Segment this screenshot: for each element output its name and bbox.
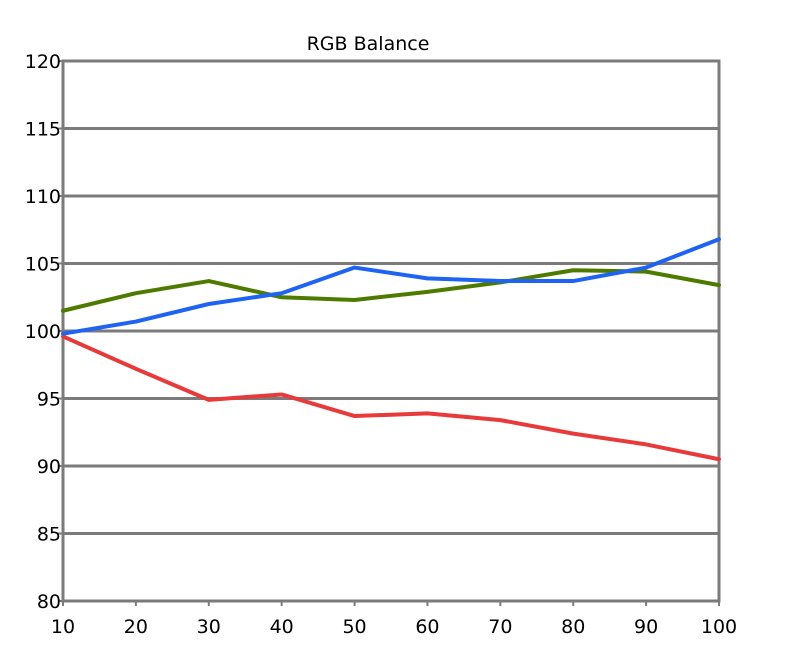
series-line-1 bbox=[61, 334, 721, 462]
x-tick-label: 60 bbox=[415, 616, 439, 638]
chart-title: RGB Balance bbox=[307, 33, 430, 55]
y-tick-label: 120 bbox=[25, 51, 61, 73]
y-tick-label: 115 bbox=[25, 119, 61, 141]
series-line-2 bbox=[61, 268, 721, 313]
x-tick-label: 80 bbox=[561, 616, 585, 638]
y-tick-label: 100 bbox=[25, 321, 61, 343]
x-tick-label: 90 bbox=[634, 616, 658, 638]
y-tick-label: 85 bbox=[37, 524, 61, 546]
series-line-3 bbox=[61, 237, 721, 336]
series-layer bbox=[61, 237, 721, 462]
x-tick-label: 20 bbox=[124, 616, 148, 638]
y-tick-label: 90 bbox=[37, 456, 61, 478]
x-tick-label: 70 bbox=[488, 616, 512, 638]
y-tick-label: 110 bbox=[25, 186, 61, 208]
x-tick-label: 40 bbox=[270, 616, 294, 638]
x-tick-label: 10 bbox=[51, 616, 75, 638]
x-tick-label: 30 bbox=[197, 616, 221, 638]
x-tick-label: 50 bbox=[342, 616, 366, 638]
grid-layer bbox=[63, 127, 719, 535]
tick-layer: 80 85 90 95 100 105 110 115 120 10 20 30 40 50 60 70 80 9… bbox=[25, 51, 737, 638]
x-tick-label: 100 bbox=[701, 616, 737, 638]
y-tick-label: 80 bbox=[37, 591, 61, 613]
y-tick-label: 105 bbox=[25, 254, 61, 276]
y-tick-label: 95 bbox=[37, 389, 61, 411]
